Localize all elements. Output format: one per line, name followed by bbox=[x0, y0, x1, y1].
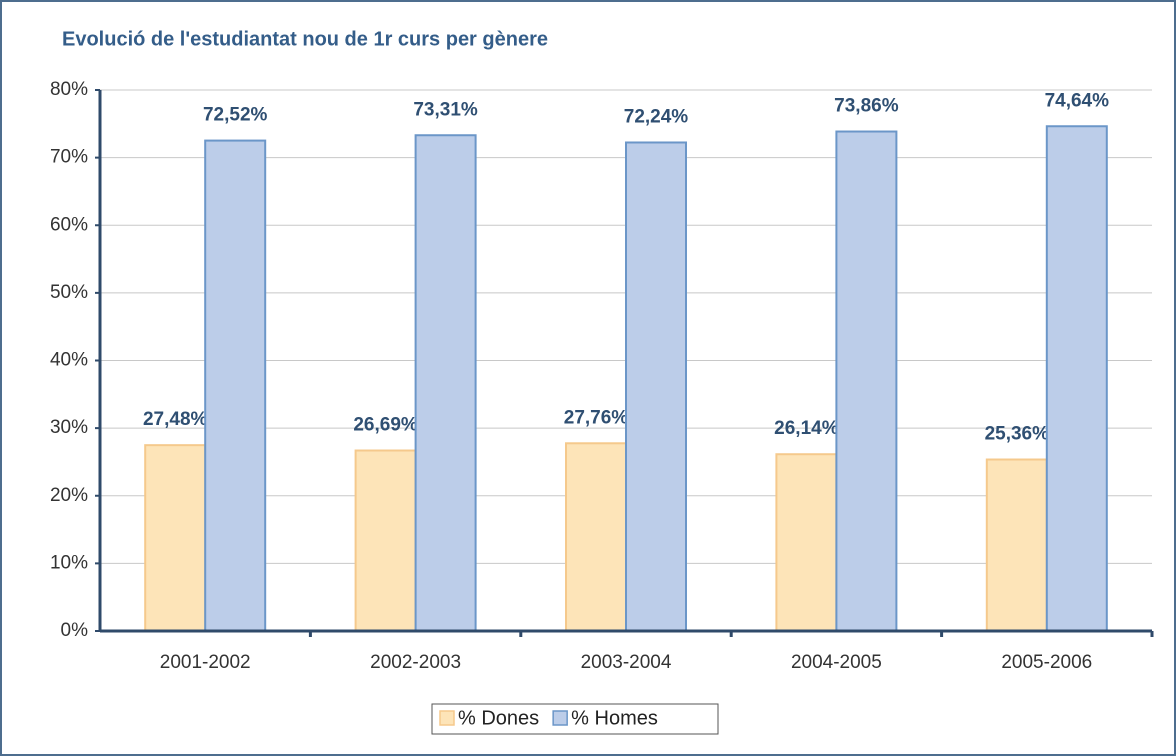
y-tick-label: 0% bbox=[61, 620, 89, 641]
x-tick-label: 2001-2002 bbox=[160, 652, 251, 673]
bar bbox=[625, 141, 687, 633]
y-tick-label: 60% bbox=[50, 214, 88, 235]
y-tick-label: 20% bbox=[50, 485, 88, 506]
y-tick-label: 80% bbox=[50, 79, 88, 100]
x-tick-label: 2002-2003 bbox=[370, 652, 461, 673]
x-tick-label: 2003-2004 bbox=[581, 652, 672, 673]
y-tick-label: 30% bbox=[50, 417, 88, 438]
y-tick-label: 50% bbox=[50, 282, 88, 303]
legend-swatch bbox=[439, 710, 455, 726]
chart-title: Evolució de l'estudiantat nou de 1r curs… bbox=[62, 28, 548, 50]
bar bbox=[414, 134, 477, 632]
value-label: 26,14% bbox=[774, 418, 839, 439]
legend-swatch bbox=[552, 710, 568, 726]
bar bbox=[1045, 125, 1108, 632]
bar bbox=[354, 449, 417, 632]
y-tick-label: 10% bbox=[50, 552, 88, 573]
legend-label: % Homes bbox=[571, 707, 658, 729]
legend-label: % Dones bbox=[458, 707, 539, 729]
y-tick-label: 70% bbox=[50, 147, 88, 168]
value-label: 27,48% bbox=[143, 409, 208, 430]
bar bbox=[565, 442, 627, 633]
value-label: 27,76% bbox=[564, 407, 629, 428]
value-label: 25,36% bbox=[985, 424, 1050, 445]
bar bbox=[204, 139, 267, 632]
x-tick-label: 2005-2006 bbox=[1001, 652, 1092, 673]
x-tick-label: 2004-2005 bbox=[791, 652, 882, 673]
value-label: 73,86% bbox=[834, 96, 899, 117]
legend-box bbox=[431, 703, 719, 735]
value-label: 73,31% bbox=[413, 99, 478, 120]
value-label: 72,24% bbox=[624, 106, 689, 127]
value-label: 26,69% bbox=[353, 415, 418, 436]
bar bbox=[985, 458, 1048, 632]
bar bbox=[144, 444, 207, 632]
bar bbox=[775, 453, 838, 632]
y-tick-label: 40% bbox=[50, 350, 88, 371]
value-label: 74,64% bbox=[1045, 90, 1110, 111]
value-label: 72,52% bbox=[203, 105, 268, 126]
bar bbox=[835, 130, 898, 632]
